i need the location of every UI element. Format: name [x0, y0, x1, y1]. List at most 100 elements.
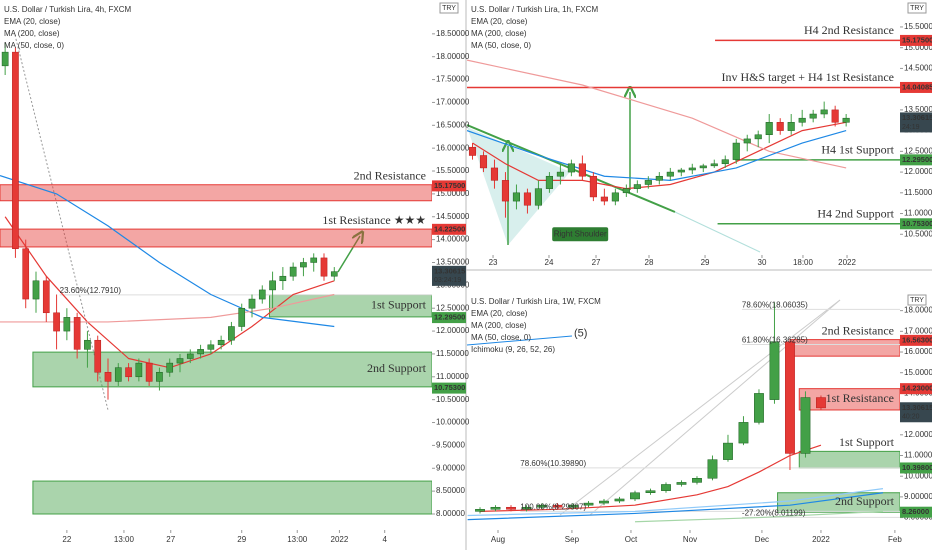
y-tick-label: 10.00000 [436, 418, 470, 427]
candle-body [468, 146, 477, 156]
x-tick-label: 23 [489, 258, 498, 267]
candle-body [501, 180, 510, 202]
x-tick-label: 13:00 [114, 535, 135, 544]
candle-body [831, 109, 839, 123]
price-tag [432, 265, 466, 286]
candle-body [330, 271, 338, 277]
fib-label: -27.20%(8.01199) [742, 508, 806, 517]
candle-body [506, 506, 516, 510]
candle-body [710, 163, 718, 167]
candle-body [589, 175, 597, 198]
y-tick-label: 14.50000 [904, 64, 932, 73]
candle-body [567, 163, 575, 173]
price-tag-label: 13.30615 [434, 266, 465, 275]
candle-body [32, 280, 40, 300]
y-tick-label: 18.00000 [904, 306, 932, 315]
annotation: Right Shoulder [554, 229, 607, 238]
zone-label: 2nd Resistance [822, 323, 894, 337]
y-tick-label: 12.50000 [904, 146, 932, 155]
price-tag-label: 16.56300 [902, 335, 932, 344]
price-tag [900, 218, 932, 230]
price-tag [900, 334, 932, 346]
candle-body [534, 188, 542, 206]
x-tick-label: 13:00 [287, 535, 308, 544]
candle-body [599, 500, 609, 504]
currency-box [907, 294, 927, 306]
candle-body [583, 502, 594, 506]
y-tick-label: 9.00000 [904, 492, 932, 501]
candle-body [688, 167, 696, 171]
y-tick-label: 10.00000 [904, 471, 932, 480]
candle-body [269, 280, 276, 291]
candle-body [258, 289, 266, 300]
candle-body [723, 442, 733, 460]
y-tick-label: 11.00000 [436, 372, 469, 381]
overlay: 10.50000 11.00000 11.50000 12.00000 12.50000… [471, 2, 932, 267]
y-tick-label: 14.00000 [436, 235, 470, 244]
indicator-line [480, 444, 822, 512]
candle-body [568, 504, 578, 508]
zone [0, 228, 432, 248]
legend-entry: MA (200, close) [4, 29, 60, 38]
candle-body [743, 138, 751, 144]
candle-body [785, 341, 795, 454]
y-tick-label: 12.50000 [436, 303, 470, 312]
x-tick-label: 27 [166, 535, 175, 544]
candle-body [156, 371, 163, 382]
candle-body [600, 196, 608, 202]
candle-body [552, 504, 563, 508]
price-tag-label: 8.26000 [902, 507, 929, 516]
price-tag-label: 15.17500 [902, 35, 932, 44]
legend-entry: Ichimoku (9, 26, 52, 26) [471, 345, 555, 354]
candle-body [666, 171, 674, 177]
x-tick-label: 29 [701, 258, 710, 267]
plot-area [0, 42, 432, 515]
annotation-box [552, 227, 609, 242]
y-tick-label: 15.00000 [904, 368, 932, 377]
x-tick-label: Aug [491, 535, 505, 544]
candle-body [1, 51, 9, 67]
fib-label: 78.60%(18.06035) [742, 300, 808, 309]
chart-title: U.S. Dollar / Turkish Lira, 1h, FXCM [471, 5, 598, 14]
candle-body [556, 171, 564, 177]
y-tick-label: 17.50000 [436, 75, 470, 84]
fib-label: 100.00%(8.29807) [520, 503, 586, 512]
currency: TRY [910, 5, 924, 12]
y-tick-label: 13.50000 [904, 105, 932, 114]
y-tick-label: 15.00000 [904, 43, 932, 52]
candle-body [289, 266, 297, 277]
candle-body [630, 492, 640, 500]
candle-body [798, 117, 806, 123]
candle-body [320, 257, 328, 277]
x-tick-label: Oct [625, 535, 638, 544]
candle-body [787, 122, 795, 131]
candle-body [816, 397, 826, 409]
candle-body [754, 393, 764, 423]
x-tick-label: Dec [755, 535, 769, 544]
plot-area [467, 39, 900, 225]
y-tick-label: 12.00000 [904, 430, 932, 439]
candle-body [217, 339, 225, 346]
chart-title: U.S. Dollar / Turkish Lira, 4h, FXCM [4, 5, 131, 14]
price-tag [432, 223, 466, 235]
level-label: Inv H&S target + H4 1st Resistance [721, 70, 894, 84]
price-tag [900, 462, 932, 474]
x-tick-label: 29 [237, 535, 246, 544]
y-tick-label: 17.00000 [904, 326, 932, 335]
y-tick-label: 14.50000 [436, 212, 470, 221]
candle-body [125, 367, 132, 378]
candle-body [765, 122, 773, 136]
legend-entry: EMA (20, close) [4, 17, 61, 26]
legend-entry: EMA (20, close) [471, 309, 528, 318]
y-tick-label: 17.00000 [436, 98, 470, 107]
zone-label: 2nd Support [367, 361, 427, 375]
candle-body [820, 109, 828, 115]
level-label: H4 2nd Support [817, 207, 894, 221]
candle-body [521, 506, 532, 510]
indicator-line [467, 492, 884, 521]
candle-body [279, 275, 287, 282]
candle-body [707, 459, 718, 479]
candle-body [754, 134, 762, 140]
price-tag [900, 383, 932, 395]
currency: TRY [442, 5, 456, 12]
